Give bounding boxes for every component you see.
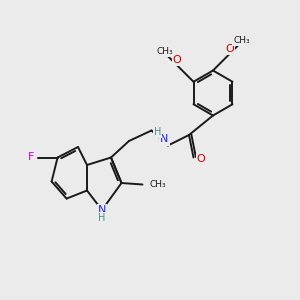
- Text: CH₃: CH₃: [233, 36, 250, 45]
- Text: N: N: [98, 205, 106, 215]
- Text: N: N: [160, 134, 169, 145]
- Text: F: F: [28, 152, 35, 163]
- Text: CH₃: CH₃: [157, 47, 173, 56]
- Text: CH₃: CH₃: [150, 180, 166, 189]
- Text: O: O: [196, 154, 206, 164]
- Text: H: H: [154, 127, 161, 137]
- Text: H: H: [98, 213, 106, 224]
- Text: O: O: [172, 55, 182, 65]
- Text: O: O: [225, 44, 234, 54]
